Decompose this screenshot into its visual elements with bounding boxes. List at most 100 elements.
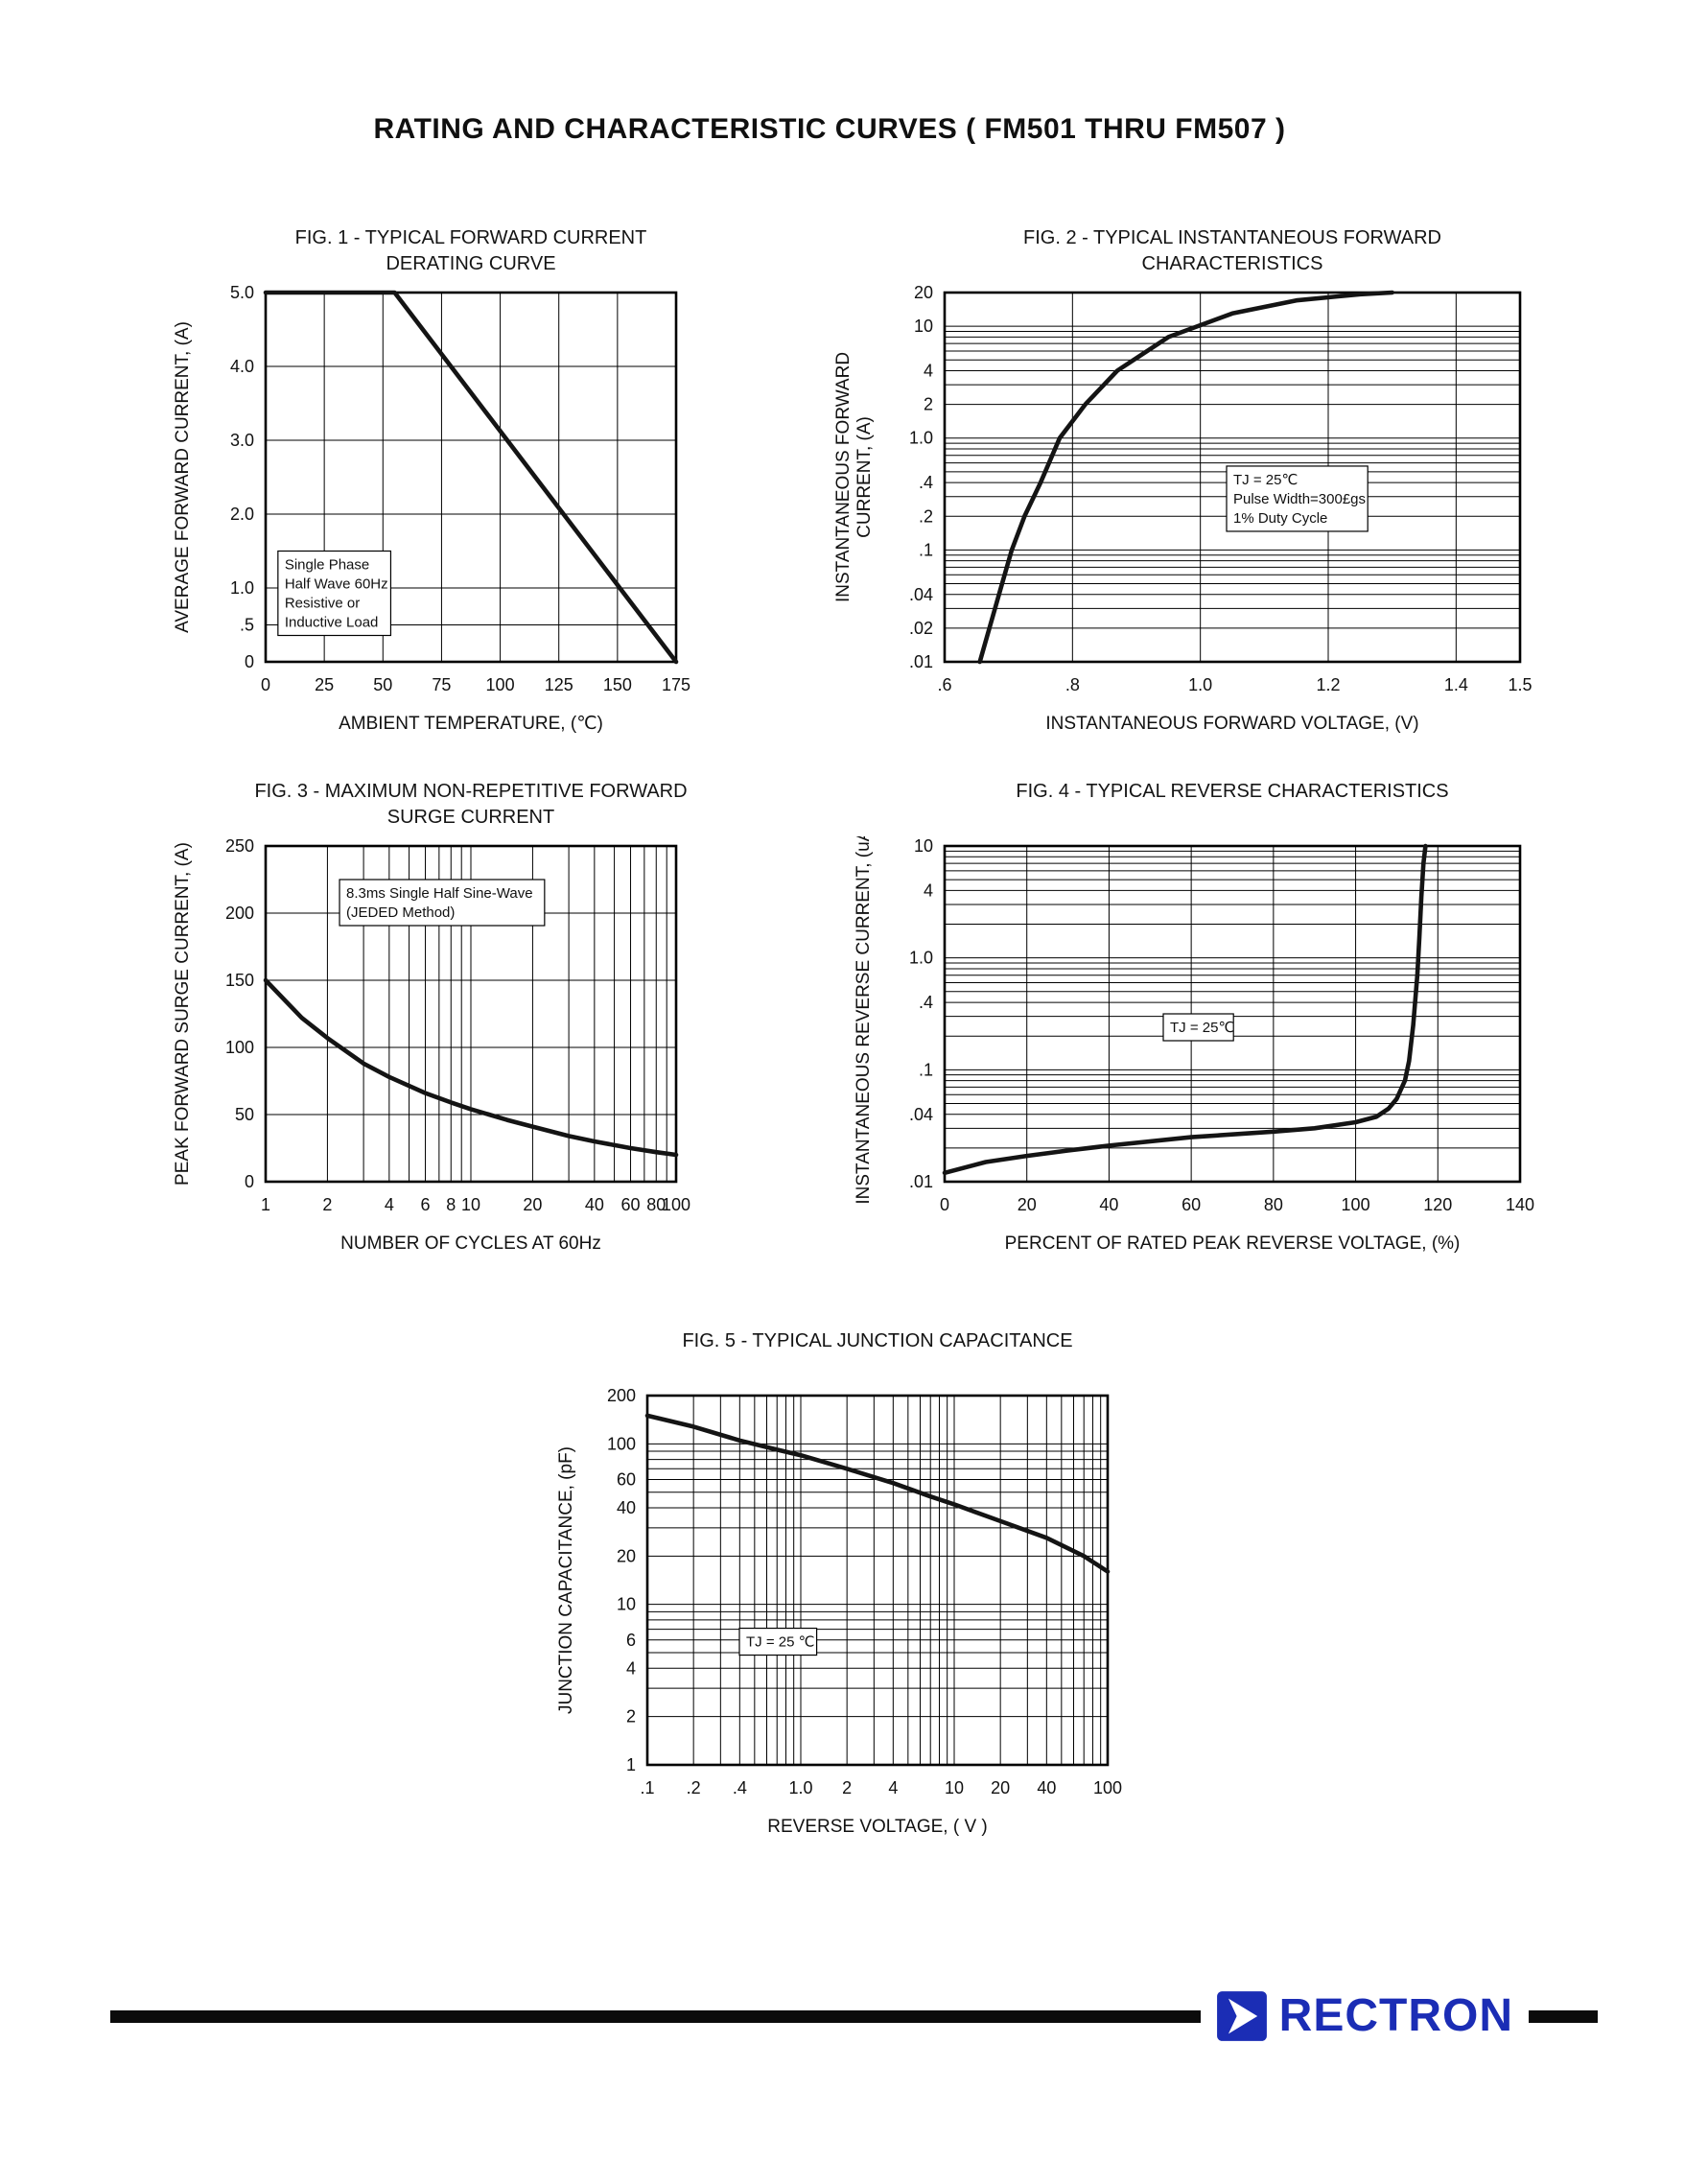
fig5-plot: .1 .2 .4 1.0 2 4 10 20 40 100 200 100 60 40 20 10 6 4 2 1 RE…	[556, 1386, 1122, 1837]
annotation-text: TJ = 25 ℃	[746, 1634, 814, 1651]
y-tick-label: 3.0	[230, 431, 254, 450]
annotation-text: Inductive Load	[285, 615, 379, 631]
x-tick-label: 1.0	[1188, 675, 1212, 694]
y-tick-label: 200	[607, 1386, 636, 1405]
x-tick-label: 80	[1264, 1195, 1283, 1214]
x-tick-label: 100	[486, 675, 515, 694]
y-tick-label: 1	[626, 1755, 636, 1774]
y-tick-label: .4	[919, 993, 933, 1012]
x-tick-label: .2	[687, 1778, 701, 1797]
x-axis-label: AMBIENT TEMPERATURE, (℃)	[339, 714, 603, 734]
x-tick-label: 40	[585, 1195, 604, 1214]
fig5-title: FIG. 5 - TYPICAL JUNCTION CAPACITANCE	[682, 1330, 1073, 1351]
annotation-box	[339, 879, 546, 927]
x-tick-label: 80	[646, 1195, 666, 1214]
y-tick-label: 250	[225, 836, 254, 856]
y-tick-label: 1.0	[909, 949, 933, 968]
curve-forward-current-derating	[263, 290, 679, 665]
x-tick-label: 1.0	[788, 1778, 812, 1797]
y-tick-label: 4.0	[230, 357, 254, 376]
annotation-text: TJ = 25℃	[1170, 1020, 1234, 1036]
y-tick-label: .01	[909, 1172, 933, 1191]
curve-peak-surge-current	[263, 977, 679, 1158]
fig4-plot: 0 20 40 60 80 100 120 140 10 4 1.0 .4 .1 .04 .01 PERCEN…	[854, 836, 1534, 1254]
footer: RECTRON	[110, 1987, 1598, 2045]
x-tick-label: 175	[662, 675, 690, 694]
plot-frame	[645, 1394, 1110, 1767]
y-tick-label: .02	[909, 619, 933, 638]
fig4-title: FIG. 4 - TYPICAL REVERSE CHARACTERISTICS	[1016, 781, 1449, 802]
figure-5: FIG. 5 - TYPICAL JUNCTION CAPACITANCE .1…	[537, 1328, 1170, 1856]
x-tick-label: 60	[1182, 1195, 1201, 1214]
y-tick-label: .5	[240, 616, 254, 635]
rectron-logo-text: RECTRON	[1278, 1990, 1513, 2041]
figure-4: FIG. 4 - TYPICAL REVERSE CHARACTERISTICS…	[834, 779, 1573, 1273]
annotation-text: Single Phase	[285, 557, 369, 574]
x-tick-label: 20	[1018, 1195, 1037, 1214]
y-tick-label: 60	[617, 1469, 636, 1489]
y-tick-label: 5.0	[230, 283, 254, 302]
curve-reverse-leakage-current	[942, 843, 1428, 1176]
annotation-text: TJ = 25℃	[1233, 472, 1298, 488]
figure-3: FIG. 3 - MAXIMUM NON-REPETITIVE FORWARD …	[153, 779, 729, 1273]
annotation-box	[738, 1627, 818, 1656]
fig3-plot: 1 2 4 6 8 10 20 40 60 80100250200150100500NUMBER …	[173, 836, 690, 1254]
y-tick-label: .04	[909, 585, 933, 604]
x-tick-label: .8	[1065, 675, 1080, 694]
x-tick-label: 2	[322, 1195, 332, 1214]
figure-1: FIG. 1 - TYPICAL FORWARD CURRENT DERATIN…	[153, 225, 729, 753]
annotation-text: 1% Duty Cycle	[1233, 510, 1327, 527]
x-tick-label: 2	[842, 1778, 852, 1797]
x-tick-label: 25	[315, 675, 334, 694]
annotation-text: Half Wave 60Hz	[285, 576, 388, 593]
y-tick-label: 2	[626, 1707, 636, 1726]
x-axis-label: PERCENT OF RATED PEAK REVERSE VOLTAGE, (…	[1005, 1233, 1461, 1254]
y-tick-label: 150	[225, 971, 254, 990]
x-tick-label: 75	[432, 675, 451, 694]
y-tick-label: 20	[617, 1546, 636, 1565]
plot-frame	[264, 844, 678, 1184]
plot-frame	[943, 844, 1522, 1184]
x-tick-label: 1.5	[1508, 675, 1532, 694]
y-tick-label: .4	[919, 473, 933, 492]
y-axis-label: AVERAGE FORWARD CURRENT, (A)	[173, 321, 193, 633]
y-tick-label: 50	[235, 1105, 254, 1124]
x-tick-label: 0	[940, 1195, 949, 1214]
fig1-plot: 0 25 50 75 100 125 150 175 5.0 4.0 3.0 2.0 1.0 .5 0 AMB…	[173, 283, 690, 734]
fig1-title: FIG. 1 - TYPICAL FORWARD CURRENT DERATIN…	[294, 227, 647, 274]
plot-frame	[264, 291, 678, 664]
annotation-text: Pulse Width=300£gs	[1233, 491, 1366, 507]
y-tick-label: 1.0	[230, 578, 254, 598]
x-tick-label: 8	[446, 1195, 456, 1214]
page-title: RATING AND CHARACTERISTIC CURVES ( FM501…	[373, 113, 1286, 145]
x-tick-label: .6	[937, 675, 951, 694]
x-tick-label: 50	[373, 675, 392, 694]
footer-rule-left	[110, 2009, 1201, 2023]
y-tick-label: 1.0	[909, 429, 933, 448]
x-tick-label: 140	[1506, 1195, 1534, 1214]
plot-frame	[943, 291, 1522, 664]
annotation-box	[277, 550, 392, 637]
y-tick-label: 10	[617, 1595, 636, 1614]
x-tick-label: 1.4	[1444, 675, 1468, 694]
y-tick-label: 4	[924, 362, 933, 381]
y-tick-label: 6	[626, 1631, 636, 1650]
y-tick-label: .1	[919, 1060, 933, 1079]
x-tick-label: 120	[1423, 1195, 1452, 1214]
y-tick-label: .01	[909, 652, 933, 671]
x-tick-label: .4	[733, 1778, 747, 1797]
figure-2: FIG. 2 - TYPICAL INSTANTANEOUS FORWARD C…	[834, 225, 1573, 753]
curve-junction-capacitance	[644, 1413, 1111, 1574]
x-tick-label: .1	[640, 1778, 654, 1797]
annotation-box	[1162, 1013, 1234, 1042]
y-tick-label: 2.0	[230, 505, 254, 524]
x-axis-label: REVERSE VOLTAGE, ( V )	[767, 1817, 987, 1837]
x-tick-label: 10	[945, 1778, 964, 1797]
curve-instantaneous-forward-current	[977, 290, 1394, 665]
x-tick-label: 1.2	[1316, 675, 1340, 694]
x-tick-label: 1	[261, 1195, 270, 1214]
fig3-title: FIG. 3 - MAXIMUM NON-REPETITIVE FORWARD …	[254, 781, 688, 828]
x-tick-label: 20	[991, 1778, 1010, 1797]
x-tick-label: 4	[888, 1778, 898, 1797]
y-tick-label: 4	[626, 1658, 636, 1678]
